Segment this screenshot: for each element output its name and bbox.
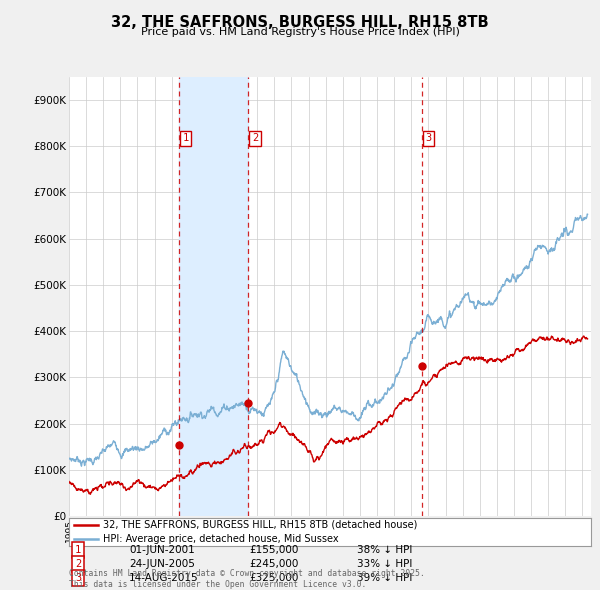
Text: 32, THE SAFFRONS, BURGESS HILL, RH15 8TB: 32, THE SAFFRONS, BURGESS HILL, RH15 8TB — [111, 15, 489, 30]
Text: Price paid vs. HM Land Registry's House Price Index (HPI): Price paid vs. HM Land Registry's House … — [140, 27, 460, 37]
Text: 1: 1 — [75, 545, 81, 555]
Text: 38% ↓ HPI: 38% ↓ HPI — [357, 545, 412, 555]
Text: £325,000: £325,000 — [249, 573, 298, 583]
Text: Contains HM Land Registry data © Crown copyright and database right 2025.
This d: Contains HM Land Registry data © Crown c… — [69, 569, 425, 589]
Text: 39% ↓ HPI: 39% ↓ HPI — [357, 573, 412, 583]
Text: 2: 2 — [252, 133, 258, 143]
Text: 01-JUN-2001: 01-JUN-2001 — [129, 545, 195, 555]
Text: 1: 1 — [182, 133, 188, 143]
Text: 24-JUN-2005: 24-JUN-2005 — [129, 559, 195, 569]
Text: HPI: Average price, detached house, Mid Sussex: HPI: Average price, detached house, Mid … — [103, 534, 338, 544]
Text: 14-AUG-2015: 14-AUG-2015 — [129, 573, 199, 583]
Bar — [179, 77, 248, 516]
Text: 3: 3 — [425, 133, 431, 143]
Text: £245,000: £245,000 — [249, 559, 298, 569]
Text: 33% ↓ HPI: 33% ↓ HPI — [357, 559, 412, 569]
Text: 2: 2 — [75, 559, 81, 569]
Text: £155,000: £155,000 — [249, 545, 298, 555]
Text: 32, THE SAFFRONS, BURGESS HILL, RH15 8TB (detached house): 32, THE SAFFRONS, BURGESS HILL, RH15 8TB… — [103, 520, 418, 530]
Text: 3: 3 — [75, 573, 81, 583]
